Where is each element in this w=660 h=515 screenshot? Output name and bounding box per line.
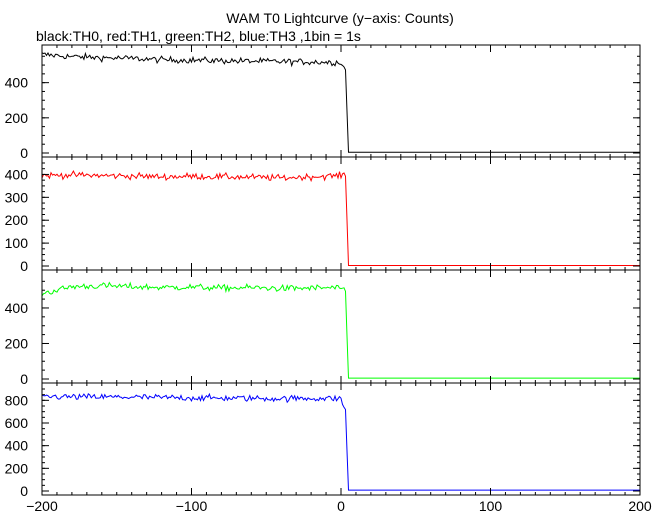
y-tick-label: 0 (20, 371, 28, 387)
y-tick-label: 200 (5, 212, 29, 228)
y-tick-label: 200 (5, 110, 29, 126)
x-tick-label: −100 (176, 498, 208, 514)
y-tick-label: 0 (20, 258, 28, 274)
y-tick-label: 0 (20, 483, 28, 499)
y-tick-label: 800 (5, 392, 29, 408)
chart-subtitle: black:TH0, red:TH1, green:TH2, blue:TH3 … (36, 28, 361, 44)
x-tick-label: 0 (337, 498, 345, 514)
y-tick-label: 400 (5, 75, 29, 91)
x-tick-label: 100 (479, 498, 503, 514)
chart-title: WAM T0 Lightcurve (y−axis: Counts) (226, 10, 454, 26)
series-line-th2 (41, 281, 640, 379)
y-tick-label: 400 (5, 438, 29, 454)
y-tick-label: 600 (5, 415, 29, 431)
series-line-th1 (41, 170, 640, 266)
y-tick-label: 0 (20, 145, 28, 161)
y-tick-label: 400 (5, 166, 29, 182)
x-axis: −200 −100 0 100 200 (26, 498, 652, 514)
x-tick-label: 200 (628, 498, 652, 514)
panel-th1: 0 100 200 300 400 (5, 156, 641, 274)
y-tick-label: 100 (5, 235, 29, 251)
y-tick-label: 200 (5, 335, 29, 351)
y-tick-label: 400 (5, 300, 29, 316)
x-tick-label: −200 (26, 498, 58, 514)
series-line-th3 (41, 392, 640, 491)
series-line-th0 (41, 51, 640, 153)
panel-th3: 0 200 400 600 800 (5, 382, 641, 499)
panels-group: 0 200 400 0 100 200 300 400 0 200 400 0 200 400 600 800 (5, 44, 641, 499)
y-tick-label: 300 (5, 189, 29, 205)
y-tick-label: 200 (5, 460, 29, 476)
